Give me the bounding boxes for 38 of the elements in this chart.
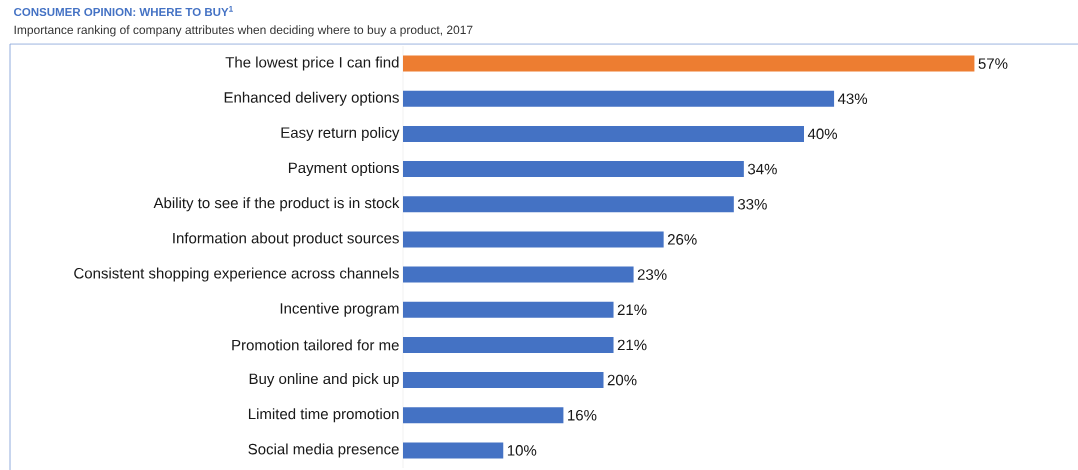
bar [403,301,614,318]
data-label: 21% [617,304,647,316]
y-tick-label: Promotion tailored for me [232,339,399,351]
data-label: 26% [667,234,697,245]
y-tick-label: Limited time promotion [248,408,399,423]
text: CONSUMER OPINION: WHERE TO BUY$^{1}$ [14,6,233,17]
bar [403,336,614,353]
bar [403,90,835,107]
bar [403,442,504,459]
y-tick-label: Consistent shopping experience across channels [74,267,399,282]
bar [403,125,804,142]
y-tick-label: Information about product sources [173,232,399,247]
data-label: 23% [637,269,667,280]
data-label: 33% [737,198,767,210]
y-tick-label: Buy online and pick up [249,373,399,388]
text: Importance ranking of company attributes when deciding where to buy a product, 2017 [14,25,473,37]
data-label: 43% [837,93,868,105]
bar [403,231,664,248]
data-label: 34% [747,163,777,175]
y-tick-label: Incentive program [280,302,399,317]
bar [403,372,604,389]
data-label: 10% [507,445,537,456]
y-tick-label: Social media presence [248,443,399,458]
y-tick-label: Enhanced delivery options [224,91,399,106]
y-tick-label: Easy return policy [281,126,400,141]
bar [403,196,734,213]
data-label: 57% [978,58,1008,69]
y-tick-label: Payment options [288,162,399,177]
data-label: 16% [568,409,597,421]
bar [403,161,744,178]
bar [403,266,634,283]
data-label: 21% [617,339,647,351]
bar [403,407,564,424]
data-label: 40% [807,128,838,140]
bar [403,55,975,72]
y-tick-label: Ability to see if the product is in stock [153,197,400,212]
y-tick-label: The lowest price I can find [225,56,399,71]
data-label: 20% [607,374,637,386]
